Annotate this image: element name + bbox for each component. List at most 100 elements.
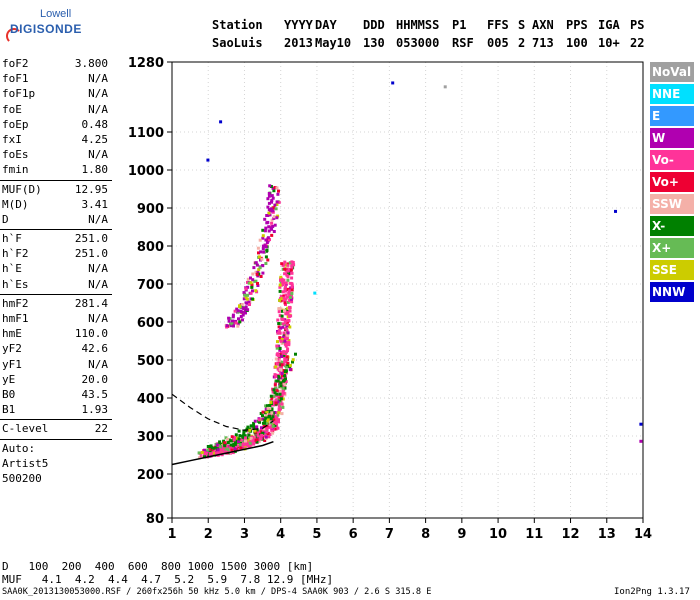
echo-point	[288, 299, 292, 302]
header-label-1: YYYY	[284, 18, 313, 32]
echo-point	[237, 437, 241, 441]
echo-point	[213, 451, 217, 455]
echo-point	[281, 389, 285, 392]
header-label-7: S	[518, 18, 526, 32]
echo-point	[273, 391, 277, 395]
echo-point	[265, 214, 269, 217]
echo-point	[277, 189, 280, 193]
echo-point	[267, 229, 271, 233]
echo-point	[268, 425, 272, 429]
param-value: 12.95	[74, 182, 108, 196]
echo-point	[282, 296, 286, 300]
echo-point	[279, 351, 283, 354]
profile-solid-line	[171, 440, 274, 466]
echo-point	[258, 238, 262, 242]
legend-item-x-: X+	[650, 238, 694, 258]
echo-point	[267, 435, 271, 439]
echo-point	[276, 318, 280, 322]
echo-point	[280, 355, 284, 358]
swoosh-icon	[6, 28, 22, 44]
echo-point	[264, 422, 268, 425]
echo-point	[273, 186, 277, 189]
auto-row: Auto:	[0, 441, 112, 456]
echo-point	[278, 347, 282, 350]
echo-point	[289, 314, 293, 318]
x-tick-label: 11	[525, 527, 543, 542]
echo-point	[279, 294, 283, 298]
echo-point	[264, 262, 268, 265]
echo-point	[244, 311, 247, 315]
parameter-panel: foF2 3.800 foF1 N/A foF1p N/A foE N/A foEp 0.48 fx…	[0, 56, 112, 486]
echo-point	[263, 421, 267, 425]
legend-item-nnw: NNW	[650, 282, 694, 302]
echo-point	[257, 251, 260, 255]
echo-point	[279, 352, 283, 356]
echo-point	[203, 455, 206, 459]
echo-point	[288, 367, 292, 371]
echo-point	[276, 413, 280, 417]
echo-point	[287, 289, 291, 293]
param-value: N/A	[88, 357, 108, 371]
echo-point	[276, 192, 280, 196]
echo-point	[225, 446, 229, 450]
param-label: fmin	[2, 163, 29, 177]
echo-point	[277, 345, 281, 349]
echo-point	[270, 207, 273, 211]
echo-point	[282, 350, 286, 354]
echo-point	[268, 420, 271, 424]
echo-point	[233, 436, 236, 439]
echo-point	[278, 314, 282, 318]
echo-point	[284, 281, 288, 285]
echo-point	[272, 394, 276, 398]
echo-point	[229, 324, 233, 328]
echo-point	[281, 360, 285, 364]
echo-point	[251, 297, 254, 301]
echo-point	[286, 269, 290, 273]
echo-point	[267, 211, 271, 215]
echo-point	[268, 238, 271, 242]
echo-point	[270, 396, 274, 400]
param-label: D	[2, 212, 9, 226]
y-tick-label: 1280	[128, 56, 164, 71]
echo-point	[279, 381, 283, 385]
echo-point	[273, 223, 277, 227]
echo-point	[264, 238, 268, 242]
echo-point	[281, 298, 285, 302]
echo-point	[274, 386, 278, 390]
echo-point	[218, 447, 222, 451]
echo-point	[281, 322, 285, 326]
echo-point	[253, 419, 257, 423]
echo-point	[283, 339, 287, 343]
param-label: h`F2	[2, 247, 29, 261]
header-value-6: 005	[487, 36, 509, 50]
echo-point	[290, 292, 294, 296]
echo-point	[292, 263, 296, 267]
echo-point	[268, 184, 272, 188]
echo-point	[246, 444, 250, 448]
echo-point	[284, 293, 288, 297]
echo-point	[278, 331, 282, 335]
echo-point	[285, 355, 289, 359]
header-label-11: PS	[630, 18, 645, 32]
isolated-echo	[443, 85, 447, 89]
echo-point	[285, 350, 289, 354]
echo-point	[277, 396, 281, 399]
echo-point	[270, 194, 274, 198]
echo-point	[290, 288, 294, 292]
echo-point	[208, 452, 212, 456]
echo-point	[290, 276, 294, 280]
echo-point	[272, 215, 276, 219]
echo-point	[286, 312, 290, 316]
echo-point	[277, 411, 281, 415]
param-row: h`F2 251.0	[0, 246, 112, 261]
echo-point	[230, 322, 234, 326]
echo-point	[257, 440, 261, 443]
echo-point	[285, 324, 289, 328]
echo-point	[256, 270, 260, 274]
y-tick-label: 500	[137, 354, 164, 369]
muf-row: MUF 4.1 4.2 4.4 4.7 5.2 5.9 7.8 12.9 [MH…	[2, 573, 333, 586]
echo-point	[206, 448, 210, 452]
echo-point	[255, 440, 259, 444]
echo-point	[243, 293, 247, 297]
echo-point	[254, 270, 258, 274]
